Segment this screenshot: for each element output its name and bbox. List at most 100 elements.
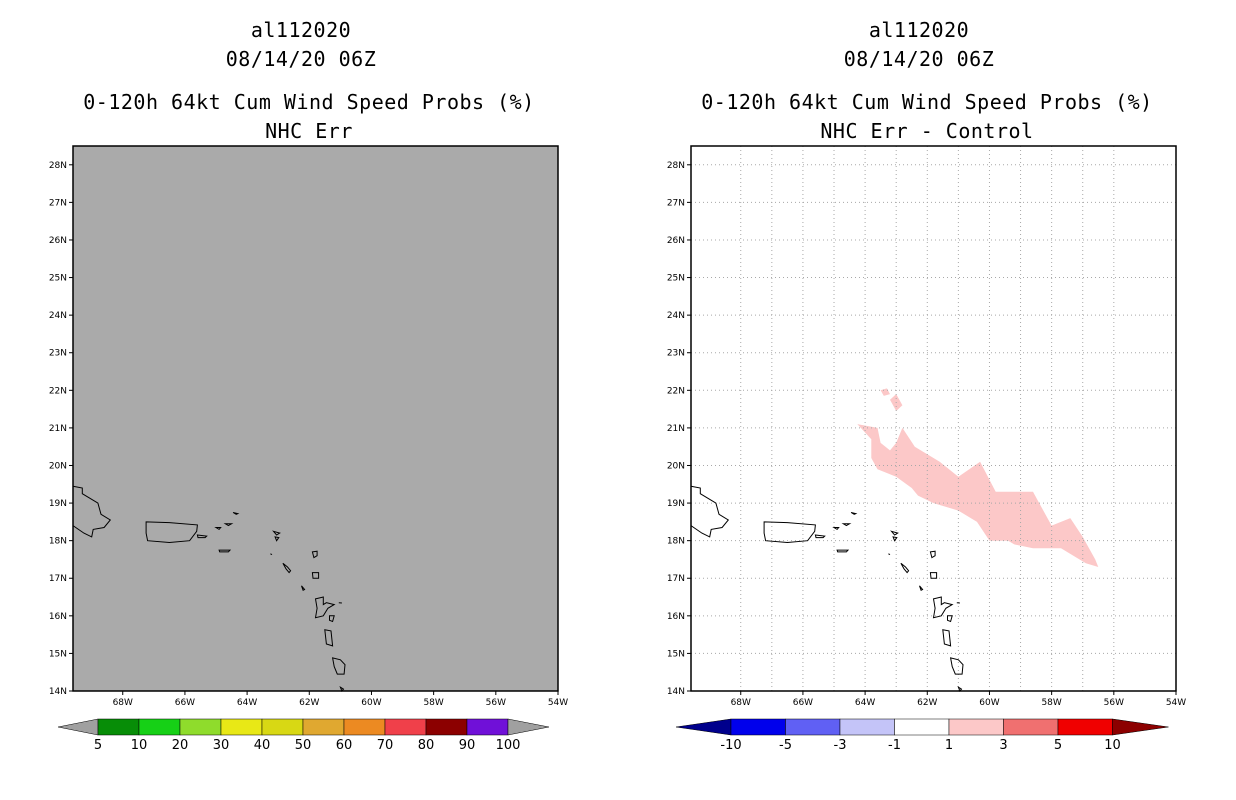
colorbar-swatch	[343, 718, 386, 736]
puerto-rico-coast	[763, 521, 816, 544]
lon-label: 54W	[548, 698, 568, 708]
datetime: 08/14/20 06Z	[225, 47, 377, 71]
st-lucia-coast	[339, 685, 345, 692]
marie-galante-coast	[329, 615, 335, 623]
lat-label: 28N	[667, 161, 685, 171]
lon-label: 56W	[486, 698, 506, 708]
montserrat-coast	[919, 585, 924, 592]
lat-label: 26N	[49, 236, 67, 246]
hispaniola-coast	[72, 485, 112, 538]
colorbar-swatch	[839, 718, 895, 736]
storm-id: al112020	[250, 18, 352, 42]
lat-label: 18N	[49, 537, 67, 547]
colorbar-label: 10	[131, 738, 148, 753]
colorbar-label: 5	[1054, 738, 1062, 753]
lat-label: 24N	[667, 311, 685, 321]
lat-label: 28N	[49, 161, 67, 171]
st-croix-coast	[836, 549, 850, 553]
right-panel: al112020 08/14/20 06Z 0-120h 64kt Cum Wi…	[618, 0, 1236, 800]
lat-label: 14N	[49, 687, 67, 697]
datetime: 08/14/20 06Z	[843, 47, 995, 71]
colorbar-swatch	[1057, 718, 1113, 736]
lat-label: 23N	[667, 349, 685, 359]
saba-coast	[270, 553, 273, 556]
map-frame	[72, 145, 559, 692]
anegada-coast	[232, 512, 240, 515]
colorbar-label: 70	[377, 738, 394, 753]
lat-label: 15N	[667, 649, 685, 659]
product-title: 0-120h 64kt Cum Wind Speed Probs (%)	[701, 90, 1153, 114]
right-map: 28N 27N 26N 25N 24N 23N 22N 21N 20N 19N 18N 17N 16N 1…	[667, 145, 1186, 753]
colorbar-swatch	[179, 718, 222, 736]
anegada-coast	[850, 512, 858, 515]
st-croix-coast	[218, 549, 232, 553]
colorbar-swatch	[948, 718, 1004, 736]
colorbar-swatch	[730, 718, 786, 736]
colorbar-label: -5	[779, 738, 792, 753]
lon-label: 54W	[1166, 698, 1186, 708]
dominica-coast	[324, 629, 334, 647]
lat-label: 22N	[49, 386, 67, 396]
martinique-coast	[949, 657, 964, 675]
left-map: 28N 27N 26N 25N 24N 23N 22N 21N 20N 19N 18N 17N 16N 1…	[49, 145, 568, 753]
lat-label: 16N	[667, 612, 685, 622]
lat-label: 17N	[49, 574, 67, 584]
storm-id: al112020	[868, 18, 970, 42]
anguilla-coast	[890, 530, 899, 536]
st-martin-coast	[274, 536, 280, 542]
colorbar-label: 5	[94, 738, 102, 753]
colorbar-label: 20	[172, 738, 189, 753]
lat-label: 19N	[49, 499, 67, 509]
colorbar-label: 90	[459, 738, 476, 753]
lat-label: 17N	[667, 574, 685, 584]
colorbar-low-arrow	[675, 718, 732, 736]
vieques-coast	[196, 534, 208, 539]
map-field	[73, 146, 558, 691]
colorbar-label: -3	[834, 738, 847, 753]
colorbar-label: 50	[295, 738, 312, 753]
colorbar-label: 40	[254, 738, 271, 753]
lat-label: 26N	[667, 236, 685, 246]
lat-label: 24N	[49, 311, 67, 321]
virgin-islands-coast	[214, 527, 222, 531]
colorbar-swatch	[384, 718, 427, 736]
antigua-coast	[929, 572, 938, 579]
st-kitts-coast	[282, 562, 292, 574]
montserrat-coast	[301, 585, 306, 592]
lon-label: 68W	[113, 698, 133, 708]
colorbar-label: 10	[1104, 738, 1121, 753]
colorbar-label: 80	[418, 738, 435, 753]
vieques-coast	[814, 534, 826, 539]
colorbar-swatch	[466, 718, 509, 736]
colorbar-low-arrow	[57, 718, 99, 736]
lon-label: 62W	[917, 698, 937, 708]
lon-label: 66W	[175, 698, 195, 708]
colorbar-swatch	[261, 718, 304, 736]
barbuda-coast	[929, 550, 936, 559]
colorbar-high-arrow	[1112, 718, 1169, 736]
colorbar-swatch	[894, 718, 950, 736]
tortola-coast	[841, 523, 852, 527]
left-panel: al112020 08/14/20 06Z 0-120h 64kt Cum Wi…	[49, 18, 568, 753]
hispaniola-coast	[690, 485, 730, 538]
marie-galante-coast	[947, 615, 953, 623]
colorbar-swatch	[1003, 718, 1059, 736]
probability-difference-area	[857, 424, 1099, 567]
colorbar-swatch	[302, 718, 345, 736]
lat-label: 19N	[667, 499, 685, 509]
colorbar-swatch	[97, 718, 140, 736]
st-martin-coast	[892, 536, 898, 542]
colorbar-swatch	[785, 718, 841, 736]
saba-coast	[888, 553, 891, 556]
colorbar-swatch	[220, 718, 263, 736]
colorbar-label: 60	[336, 738, 353, 753]
colorbar-label: 100	[496, 738, 521, 753]
dominica-coast	[942, 629, 952, 647]
colorbar-high-arrow	[507, 718, 550, 736]
map-frame	[690, 145, 1177, 692]
lon-label: 60W	[979, 698, 999, 708]
lon-label: 64W	[237, 698, 257, 708]
virgin-islands-coast	[832, 527, 840, 531]
guadeloupe-coast	[932, 596, 954, 619]
barbuda-coast	[311, 550, 318, 559]
